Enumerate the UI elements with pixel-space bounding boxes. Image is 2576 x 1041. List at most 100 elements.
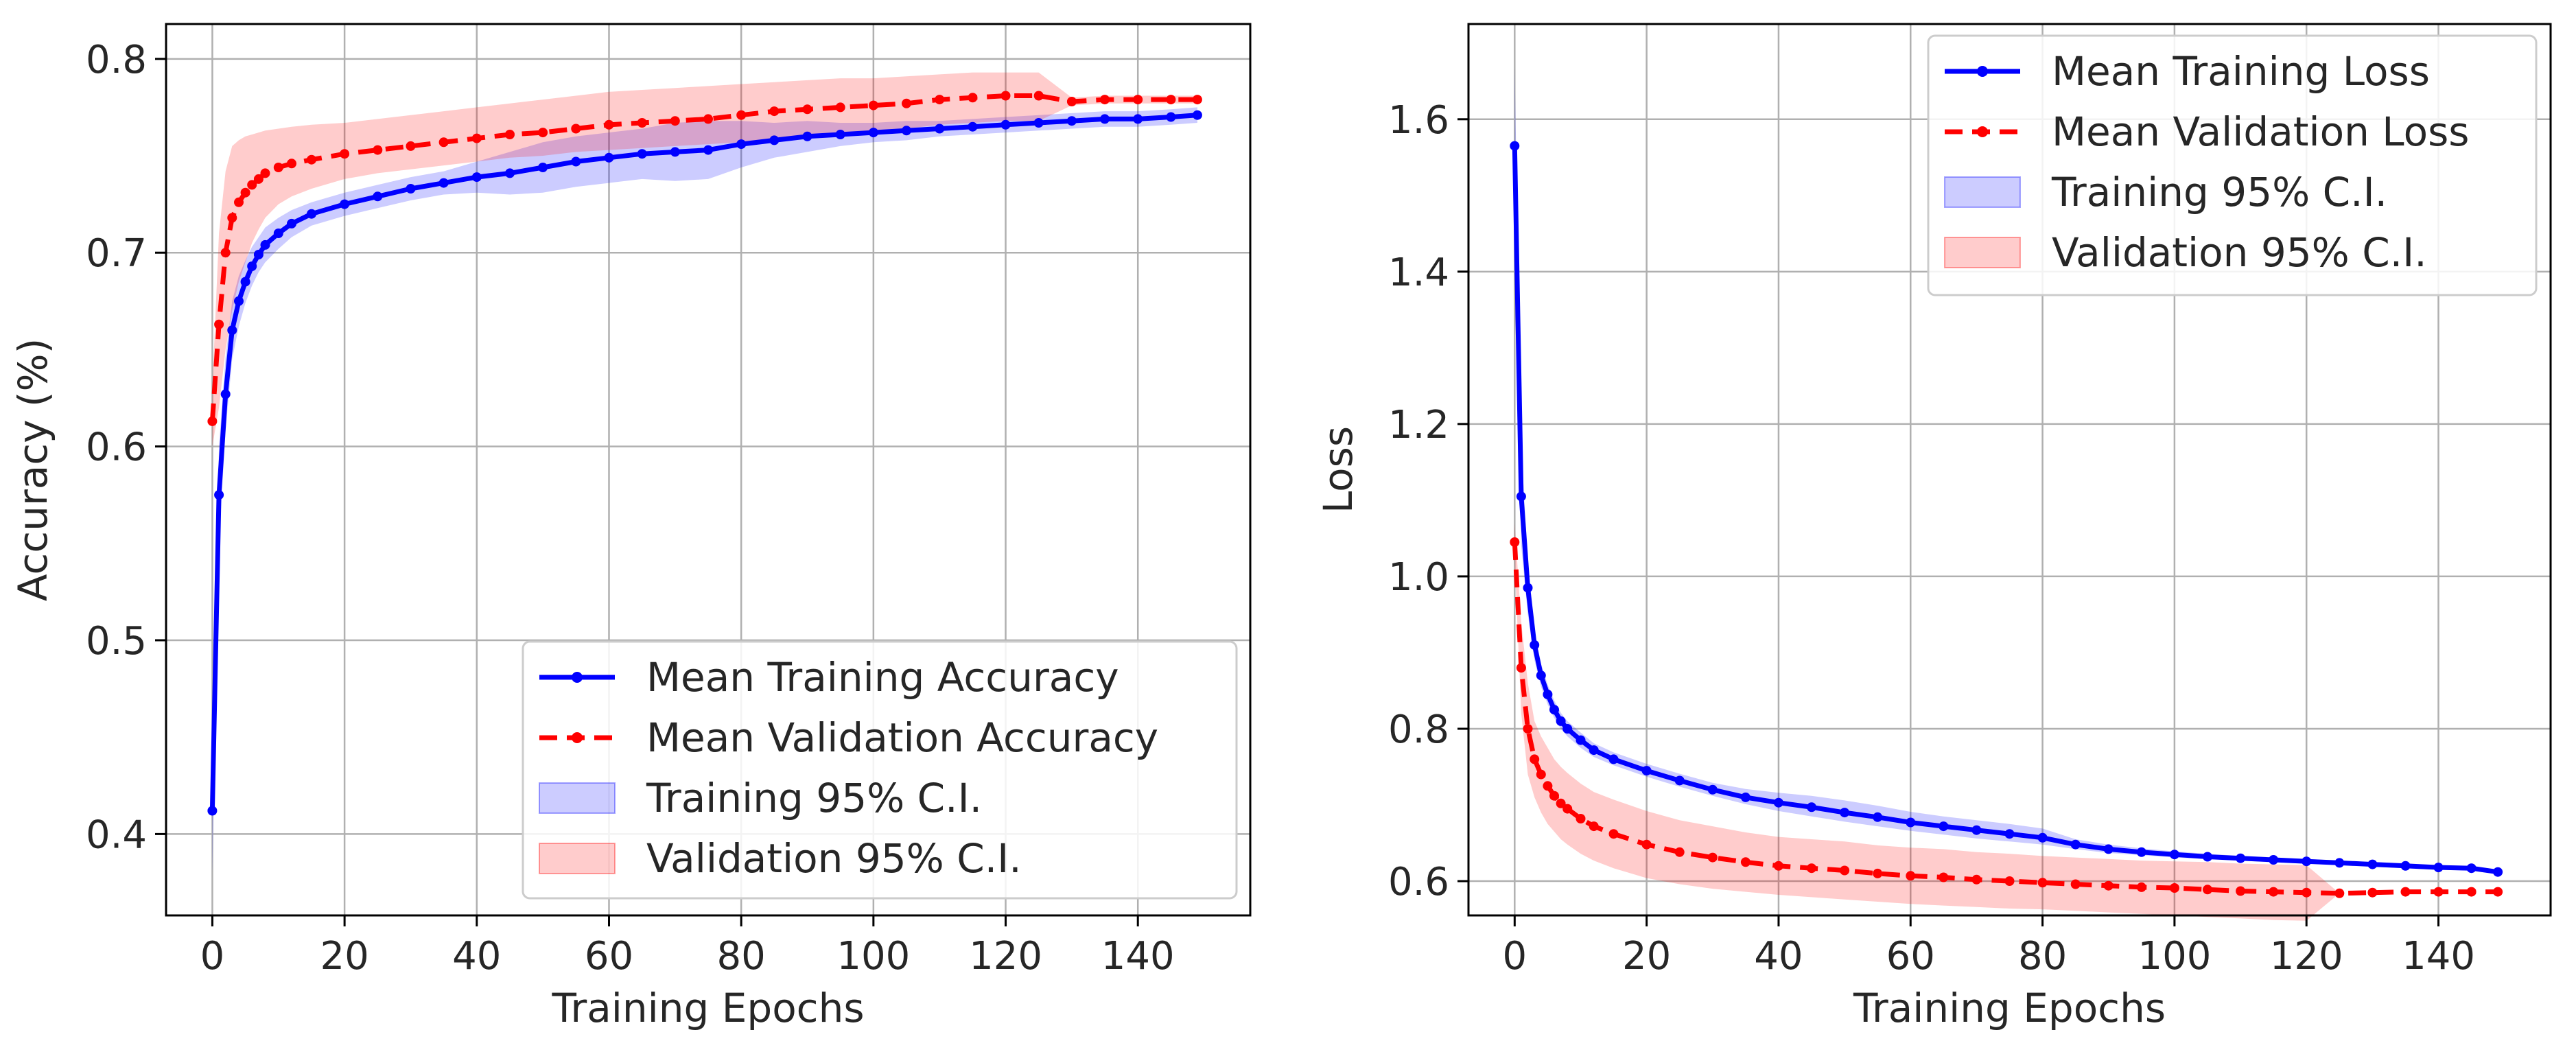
loss-validation-point — [2367, 887, 2378, 898]
loss-validation-point — [1641, 839, 1652, 850]
loss-validation-point — [1589, 821, 1599, 832]
accuracy-training-point — [373, 191, 383, 202]
loss-training-point — [1523, 583, 1533, 593]
accuracy-validation-point — [868, 100, 878, 110]
loss-validation-point — [2004, 876, 2015, 886]
loss-training-point — [1576, 735, 1586, 745]
accuracy-training-point — [670, 147, 680, 157]
loss-training-point — [1589, 745, 1599, 756]
accuracy-legend-label: Validation 95% C.I. — [646, 835, 1022, 882]
accuracy-x-tick-label: 0 — [200, 934, 225, 979]
loss-validation-point — [1740, 857, 1750, 867]
accuracy-y-axis-label: Accuracy (%) — [10, 338, 56, 602]
loss-training-point — [2302, 856, 2312, 867]
loss-validation-point — [1543, 781, 1553, 791]
accuracy-training-point — [207, 806, 218, 816]
loss-training-point — [1939, 821, 1949, 832]
accuracy-legend-label: Training 95% C.I. — [646, 775, 982, 821]
loss-chart: 0 20 40 60 80 100 120 140 0.6 0.8 1.0 1.2 1.4 1.6 Trai… — [1315, 23, 2552, 1031]
loss-training-point — [1510, 141, 1520, 151]
loss-training-point — [1608, 754, 1619, 764]
accuracy-x-tick-label: 120 — [969, 934, 1042, 979]
loss-validation-point — [1523, 724, 1533, 734]
accuracy-validation-point — [505, 130, 515, 139]
accuracy-legend-box — [522, 640, 1238, 900]
loss-validation-point — [1939, 872, 1949, 882]
loss-training-point — [1674, 775, 1685, 786]
loss-training-point — [2334, 858, 2345, 868]
accuracy-training-point — [1066, 116, 1077, 126]
accuracy-training-point — [227, 325, 237, 336]
accuracy-training-point — [935, 124, 945, 134]
loss-validation-point — [2070, 879, 2081, 889]
accuracy-x-tick-label: 140 — [1101, 934, 1175, 979]
accuracy-validation-point — [802, 104, 812, 115]
loss-x-tick-label: 20 — [1622, 934, 1671, 979]
accuracy-training-point — [1166, 112, 1176, 122]
loss-y-tick-label: 0.8 — [1388, 707, 1449, 752]
loss-training-point — [2269, 855, 2279, 865]
accuracy-training-point — [1033, 118, 1044, 128]
accuracy-validation-point — [604, 119, 614, 130]
accuracy-training-point — [703, 145, 713, 155]
accuracy-validation-point — [471, 133, 482, 143]
loss-legend-label: Mean Validation Loss — [2052, 108, 2470, 155]
accuracy-training-point — [273, 229, 283, 238]
accuracy-validation-point — [670, 116, 680, 126]
accuracy-legend-handle-marker — [572, 732, 583, 743]
loss-x-tick-label: 60 — [1886, 934, 1935, 979]
accuracy-validation-point — [240, 187, 250, 198]
loss-training-point — [2400, 861, 2411, 871]
loss-training-point — [1707, 784, 1718, 795]
accuracy-validation-point — [769, 106, 780, 117]
loss-training-point — [2004, 829, 2015, 839]
loss-legend-box — [1927, 34, 2538, 296]
accuracy-legend: Mean Training Accuracy Mean Validation Ac… — [522, 640, 1238, 900]
loss-training-point — [1516, 491, 1526, 502]
accuracy-validation-point — [1066, 97, 1077, 106]
loss-validation-point — [2169, 883, 2179, 893]
accuracy-validation-point — [571, 124, 581, 134]
accuracy-validation-point — [234, 197, 244, 207]
loss-training-point — [1773, 797, 1783, 808]
loss-training-point — [1543, 690, 1553, 699]
accuracy-training-point — [802, 131, 812, 141]
loss-validation-point — [1536, 769, 1546, 780]
accuracy-legend-label: Mean Training Accuracy — [646, 654, 1119, 701]
loss-plot-frame — [1467, 23, 2552, 917]
accuracy-validation-point — [935, 95, 945, 105]
accuracy-validation-point — [287, 159, 296, 169]
accuracy-x-axis-label: Training Epochs — [551, 985, 864, 1031]
loss-training-point — [2433, 863, 2444, 873]
accuracy-legend-handle-band — [539, 843, 616, 874]
loss-training-point — [1530, 640, 1540, 650]
accuracy-legend-handle-band — [539, 782, 616, 814]
loss-training-point — [1906, 817, 1916, 828]
accuracy-validation-point — [637, 118, 647, 128]
accuracy-validation-point — [214, 319, 224, 329]
loss-training-point — [1562, 724, 1573, 734]
accuracy-x-tick-label: 60 — [585, 934, 633, 979]
accuracy-validation-point — [1166, 95, 1176, 105]
accuracy-training-point — [505, 168, 515, 178]
loss-legend-handle-marker — [1977, 126, 1988, 137]
accuracy-validation-point — [438, 137, 449, 148]
accuracy-training-point — [287, 218, 296, 229]
accuracy-validation-point — [1100, 95, 1110, 105]
accuracy-validation-point — [220, 248, 231, 258]
loss-validation-point — [2493, 887, 2503, 897]
accuracy-training-point — [240, 277, 250, 287]
accuracy-chart: 0 20 40 60 80 100 120 140 0.4 0.5 0.6 0.7 0.8 Trainin… — [10, 23, 1252, 1031]
accuracy-x-tick-label: 100 — [836, 934, 910, 979]
loss-validation-point — [1556, 798, 1566, 808]
accuracy-training-point — [1100, 114, 1110, 124]
accuracy-y-tick-label: 0.7 — [86, 231, 147, 276]
accuracy-y-tick-label: 0.4 — [86, 812, 147, 857]
loss-training-point — [1807, 802, 1816, 812]
loss-training-point — [1971, 825, 1982, 835]
loss-validation-point — [2236, 886, 2246, 896]
loss-validation-point — [1530, 754, 1540, 764]
loss-training-point — [2169, 850, 2179, 860]
accuracy-training-point — [220, 389, 231, 399]
accuracy-training-point — [538, 163, 548, 172]
